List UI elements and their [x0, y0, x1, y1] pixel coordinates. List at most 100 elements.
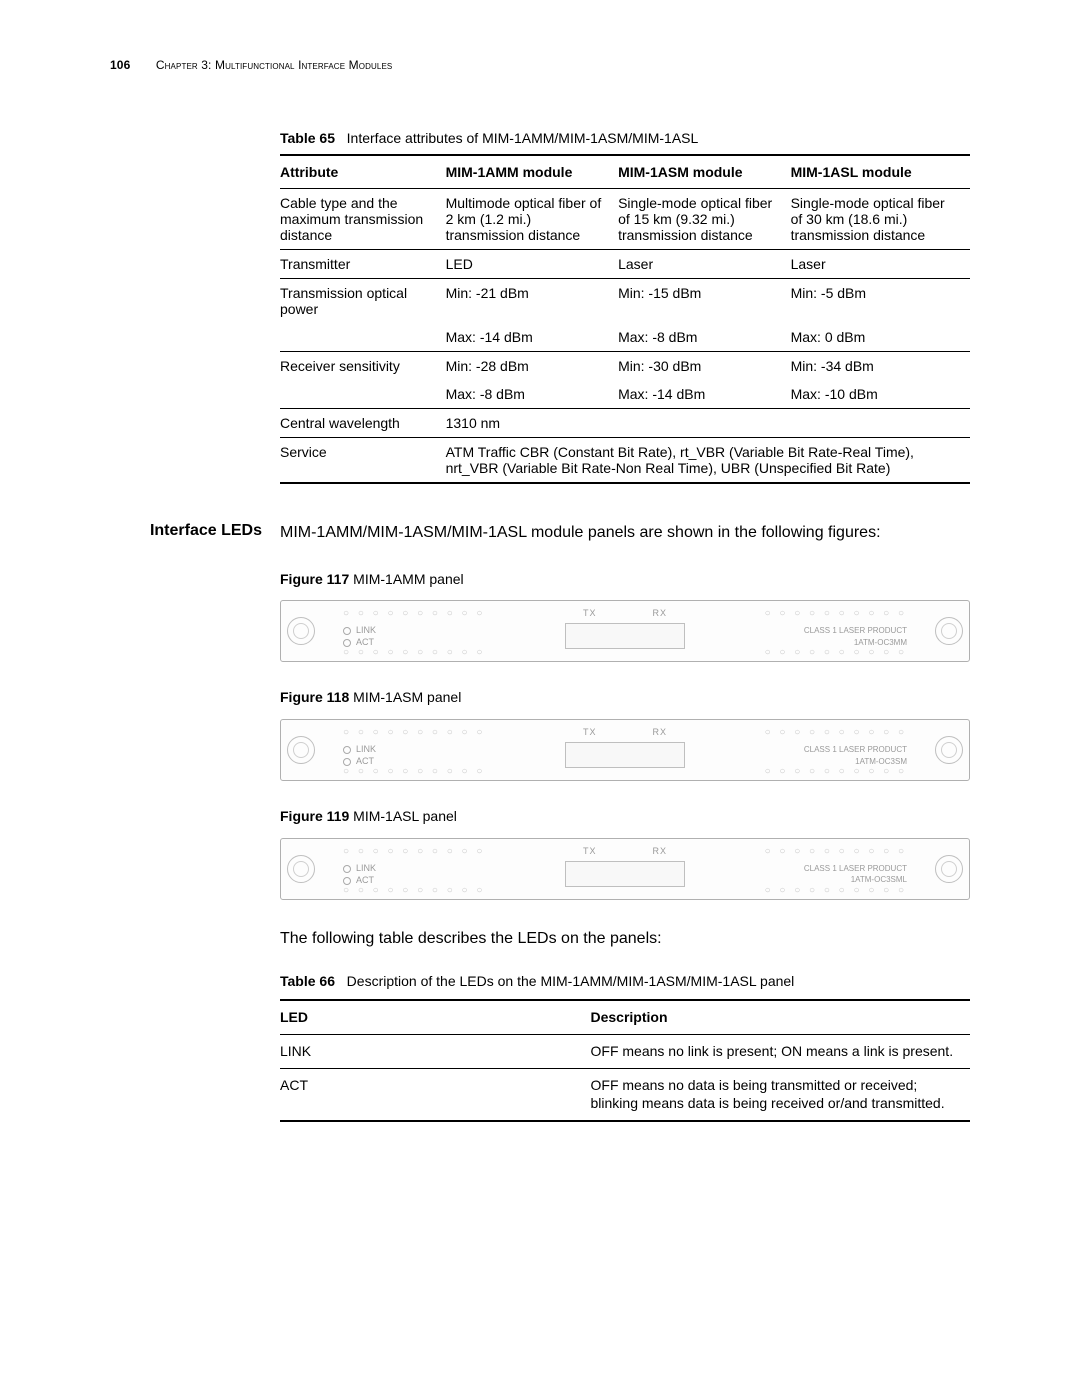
- table65-cell: Max: -8 dBm: [618, 323, 791, 352]
- table65-cell: Min: -21 dBm: [446, 279, 619, 324]
- led-paragraph: The following table describes the LEDs o…: [280, 928, 970, 950]
- table66-cell: OFF means no link is present; ON means a…: [591, 1034, 971, 1068]
- txrx-label: TX RX: [583, 845, 667, 857]
- table66-title: Table 66 Description of the LEDs on the …: [280, 972, 970, 991]
- table65-title: Table 65 Interface attributes of MIM-1AM…: [280, 130, 970, 146]
- screw-icon: [935, 617, 963, 645]
- vent-dots: ○ ○ ○ ○ ○ ○ ○ ○ ○ ○: [765, 765, 907, 779]
- table65-cell: Max: 0 dBm: [791, 323, 970, 352]
- table65-cell: Min: -28 dBm: [446, 352, 619, 381]
- led-ring-icon: [343, 758, 351, 766]
- vent-dots: ○ ○ ○ ○ ○ ○ ○ ○ ○ ○: [765, 845, 907, 859]
- table65-cell: Max: -14 dBm: [446, 323, 619, 352]
- led-indicators: LINKACT: [343, 625, 376, 648]
- table66-title-bold: Table 66: [280, 973, 335, 989]
- led-ring-icon: [343, 865, 351, 873]
- table65-col-header: MIM-1ASM module: [618, 155, 791, 189]
- table66-col-header: LED: [280, 1000, 591, 1034]
- led-ring-icon: [343, 877, 351, 885]
- vent-dots: ○ ○ ○ ○ ○ ○ ○ ○ ○ ○: [343, 845, 485, 859]
- figure-caption-bold: Figure 119: [280, 808, 349, 824]
- table66: LEDDescriptionLINKOFF means no link is p…: [280, 999, 970, 1123]
- table65-cell: Single-mode optical fiber of 15 km (9.32…: [618, 189, 791, 250]
- main-content: Table 65 Interface attributes of MIM-1AM…: [280, 130, 970, 484]
- table65-cell: [280, 323, 446, 352]
- txrx-label: TX RX: [583, 607, 667, 619]
- screw-icon: [287, 617, 315, 645]
- interface-leds-body: MIM-1AMM/MIM-1ASM/MIM-1ASL module panels…: [280, 522, 970, 1122]
- table65-cell: Transmitter: [280, 250, 446, 279]
- table65-cell: Service: [280, 438, 446, 484]
- vent-dots: ○ ○ ○ ○ ○ ○ ○ ○ ○ ○: [343, 726, 485, 740]
- table65-cell: Min: -5 dBm: [791, 279, 970, 324]
- table65-cell: Max: -8 dBm: [446, 380, 619, 409]
- chapter-title: Chapter 3: Multifunctional Interface Mod…: [156, 58, 393, 72]
- table65-title-bold: Table 65: [280, 130, 335, 146]
- figure-caption-bold: Figure 117: [280, 571, 349, 587]
- table65-cell: LED: [446, 250, 619, 279]
- table65-cell: [280, 380, 446, 409]
- table65-cell: Single-mode optical fiber of 30 km (18.6…: [791, 189, 970, 250]
- led-indicators: LINKACT: [343, 744, 376, 767]
- table65-title-rest: Interface attributes of MIM-1AMM/MIM-1AS…: [347, 130, 699, 146]
- figure-caption: Figure 118 MIM-1ASM panel: [280, 688, 970, 707]
- page-header: 106 Chapter 3: Multifunctional Interface…: [110, 58, 970, 72]
- table65-cell: ATM Traffic CBR (Constant Bit Rate), rt_…: [446, 438, 970, 484]
- table65: AttributeMIM-1AMM moduleMIM-1ASM moduleM…: [280, 154, 970, 484]
- figure-caption-rest: MIM-1ASM panel: [349, 689, 461, 705]
- optical-port: [565, 623, 685, 649]
- vent-dots: ○ ○ ○ ○ ○ ○ ○ ○ ○ ○: [765, 726, 907, 740]
- table65-cell: Transmission optical power: [280, 279, 446, 324]
- txrx-label: TX RX: [583, 726, 667, 738]
- table65-cell: Min: -34 dBm: [791, 352, 970, 381]
- table65-cell: Cable type and the maximum transmission …: [280, 189, 446, 250]
- screw-icon: [935, 855, 963, 883]
- figure-caption-rest: MIM-1AMM panel: [349, 571, 463, 587]
- figure-caption: Figure 117 MIM-1AMM panel: [280, 570, 970, 589]
- vent-dots: ○ ○ ○ ○ ○ ○ ○ ○ ○ ○: [765, 646, 907, 660]
- table65-cell: Max: -10 dBm: [791, 380, 970, 409]
- table66-cell: LINK: [280, 1034, 591, 1068]
- module-panel-illustration: ○ ○ ○ ○ ○ ○ ○ ○ ○ ○ ○ ○ ○ ○ ○ ○ ○ ○ ○ ○ ○ …: [280, 838, 970, 900]
- table65-cell: Max: -14 dBm: [618, 380, 791, 409]
- table66-title-rest: Description of the LEDs on the MIM-1AMM/…: [347, 973, 795, 989]
- led-ring-icon: [343, 639, 351, 647]
- table66-cell: OFF means no data is being transmitted o…: [591, 1068, 971, 1121]
- table65-cell: Multimode optical fiber of 2 km (1.2 mi.…: [446, 189, 619, 250]
- optical-port: [565, 861, 685, 887]
- table65-cell: Min: -30 dBm: [618, 352, 791, 381]
- vent-dots: ○ ○ ○ ○ ○ ○ ○ ○ ○ ○: [343, 607, 485, 621]
- panel-right-label: CLASS 1 LASER PRODUCT1ATM-OC3MM: [804, 625, 907, 647]
- panel-right-label: CLASS 1 LASER PRODUCT1ATM-OC3SML: [804, 863, 907, 885]
- optical-port: [565, 742, 685, 768]
- led-ring-icon: [343, 746, 351, 754]
- figure-caption-rest: MIM-1ASL panel: [349, 808, 457, 824]
- panel-right-label: CLASS 1 LASER PRODUCT1ATM-OC3SM: [804, 744, 907, 766]
- module-panel-illustration: ○ ○ ○ ○ ○ ○ ○ ○ ○ ○ ○ ○ ○ ○ ○ ○ ○ ○ ○ ○ ○ …: [280, 719, 970, 781]
- table65-cell: Laser: [791, 250, 970, 279]
- table66-cell: ACT: [280, 1068, 591, 1121]
- figure-caption: Figure 119 MIM-1ASL panel: [280, 807, 970, 826]
- page-number: 106: [110, 58, 130, 72]
- figure-caption-bold: Figure 118: [280, 689, 349, 705]
- table65-col-header: Attribute: [280, 155, 446, 189]
- table66-col-header: Description: [591, 1000, 971, 1034]
- table65-cell: 1310 nm: [446, 409, 970, 438]
- screw-icon: [287, 855, 315, 883]
- interface-leds-heading: Interface LEDs: [110, 522, 280, 540]
- module-panel-illustration: ○ ○ ○ ○ ○ ○ ○ ○ ○ ○ ○ ○ ○ ○ ○ ○ ○ ○ ○ ○ ○ …: [280, 600, 970, 662]
- vent-dots: ○ ○ ○ ○ ○ ○ ○ ○ ○ ○: [765, 884, 907, 898]
- interface-leds-section: Interface LEDs MIM-1AMM/MIM-1ASM/MIM-1AS…: [110, 522, 970, 1122]
- interface-leds-intro: MIM-1AMM/MIM-1ASM/MIM-1ASL module panels…: [280, 522, 970, 544]
- screw-icon: [935, 736, 963, 764]
- screw-icon: [287, 736, 315, 764]
- table65-col-header: MIM-1AMM module: [446, 155, 619, 189]
- table65-col-header: MIM-1ASL module: [791, 155, 970, 189]
- vent-dots: ○ ○ ○ ○ ○ ○ ○ ○ ○ ○: [765, 607, 907, 621]
- table65-cell: Min: -15 dBm: [618, 279, 791, 324]
- table65-cell: Receiver sensitivity: [280, 352, 446, 381]
- led-ring-icon: [343, 627, 351, 635]
- table65-cell: Laser: [618, 250, 791, 279]
- led-indicators: LINKACT: [343, 863, 376, 886]
- table65-cell: Central wavelength: [280, 409, 446, 438]
